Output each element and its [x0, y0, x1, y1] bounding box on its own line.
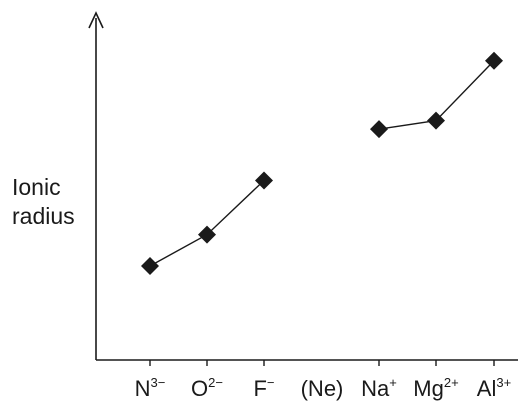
data-point-diamond [141, 256, 159, 275]
x-tick-label-charge: 3+ [496, 374, 512, 390]
x-tick-label-base: (Ne) [300, 376, 344, 401]
x-tick-label-charge: 3− [150, 374, 166, 390]
data-point-diamond [198, 225, 216, 244]
series-line [149, 179, 265, 267]
data-point-diamond [255, 171, 273, 190]
x-tick-label-charge: − [266, 374, 275, 390]
x-tick-label-charge: 2+ [443, 374, 459, 390]
x-tick-label: Mg2+ [413, 376, 458, 402]
x-tick-label: (Ne) [301, 376, 344, 402]
x-tick-label-base: Al [476, 376, 497, 401]
data-point-diamond [427, 111, 445, 130]
x-tick-label-charge: + [389, 374, 397, 390]
data-point-diamond [485, 51, 503, 70]
y-axis-arrow [88, 11, 104, 29]
data-point-diamond [370, 120, 388, 139]
y-axis-label-line-2: radius [12, 203, 75, 229]
x-tick-label-charge: 2− [208, 374, 223, 390]
data-markers [141, 51, 503, 275]
x-axis-ticks [149, 360, 495, 366]
x-tick-label: Na+ [361, 376, 397, 402]
x-tick-label: O2− [191, 376, 223, 402]
x-tick-label-base: Mg [413, 376, 444, 401]
x-tick-label-base: F [253, 376, 267, 401]
x-tick-label: N3− [135, 376, 166, 402]
x-tick-label-base: Na [361, 376, 390, 401]
x-tick-label-base: N [134, 376, 151, 401]
x-tick-label: Al3+ [477, 376, 511, 402]
x-tick-label-base: O [191, 376, 209, 401]
x-tick-label: F− [253, 376, 274, 402]
y-axis [88, 11, 104, 360]
y-axis-label-line-1: Ionic [12, 174, 61, 200]
